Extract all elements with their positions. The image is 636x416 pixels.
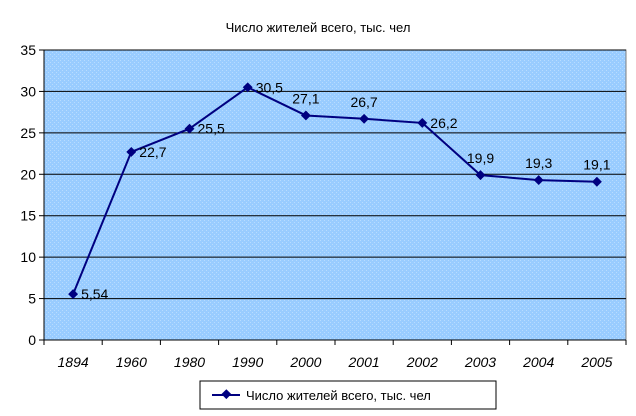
legend-label: Число жителей всего, тыс. чел: [246, 388, 431, 403]
x-tick-label: 1894: [58, 354, 89, 370]
y-tick-label: 5: [28, 291, 36, 307]
gridlines: [44, 49, 626, 300]
x-tick-label: 2002: [406, 354, 438, 370]
x-tick-label: 2001: [348, 354, 380, 370]
data-label: 26,7: [350, 94, 377, 110]
y-tick-label: 25: [20, 125, 36, 141]
series-line: [72, 86, 597, 295]
data-label: 25,5: [198, 121, 225, 137]
chart-title: Число жителей всего, тыс. чел: [226, 20, 411, 35]
x-tick-label: 2000: [289, 354, 321, 370]
data-label: 22,7: [139, 144, 166, 160]
data-label: 26,2: [430, 115, 457, 131]
data-point-marker: [184, 123, 195, 134]
y-tick-label: 35: [20, 42, 36, 58]
legend-marker-swatch: [221, 389, 232, 400]
data-point-marker: [126, 146, 137, 157]
x-tick-label: 1990: [232, 354, 263, 370]
data-labels: 5,54 22,7 25,5 30,5 27,1 26,7 26,2 19,9 19,3 19,1: [81, 79, 611, 302]
x-tick-label: 1960: [116, 354, 147, 370]
data-label: 5,54: [81, 286, 108, 302]
data-point-marker: [475, 170, 486, 181]
x-axis: 1894 1960 1980 1990 2000 2001 2002 2003 2004 2005: [43, 339, 627, 370]
x-tick-label: 2005: [580, 354, 612, 370]
data-label: 19,9: [467, 150, 494, 166]
data-point-marker: [533, 175, 544, 186]
y-tick-label: 0: [28, 332, 36, 348]
data-point-marker: [591, 176, 602, 187]
data-point-marker: [242, 82, 253, 93]
data-label: 19,1: [583, 157, 610, 173]
x-tick-label: 1980: [174, 354, 205, 370]
legend: Число жителей всего, тыс. чел: [199, 380, 497, 410]
legend-box: [199, 380, 497, 410]
y-tick-label: 20: [20, 166, 36, 182]
plot-area: [43, 49, 627, 341]
y-axis: 0 5 10 15 20 25 30 35: [20, 42, 45, 348]
y-tick-label: 30: [20, 83, 36, 99]
data-label: 30,5: [256, 79, 283, 95]
x-tick-label: 2004: [522, 354, 554, 370]
y-tick-label: 15: [20, 208, 36, 224]
y-tick-label: 10: [20, 249, 36, 265]
data-label: 27,1: [292, 90, 319, 106]
data-label: 19,3: [525, 155, 552, 171]
x-tick-label: 2003: [464, 354, 496, 370]
